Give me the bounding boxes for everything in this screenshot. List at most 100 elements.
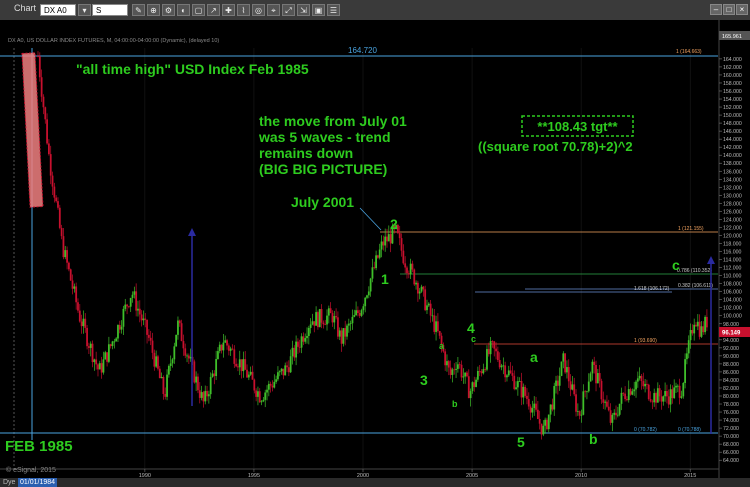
- wave-label-b1: b: [452, 399, 458, 409]
- price-axis[interactable]: 164.000 162.000 160.000 158.000 156.000 154.0…: [718, 20, 750, 478]
- price-bar: [78, 310, 81, 322]
- price-bar: [636, 378, 639, 382]
- toolbar-button-3[interactable]: ◐: [177, 4, 190, 16]
- price-bar: [320, 309, 323, 323]
- price-bar: [169, 363, 172, 366]
- price-bar: [358, 313, 361, 316]
- price-bar: [449, 367, 452, 375]
- price-bar: [587, 381, 590, 392]
- dropdown-icon[interactable]: ▾: [78, 4, 91, 16]
- price-tick-label: 128.000: [723, 201, 742, 207]
- price-bar: [164, 393, 167, 397]
- price-bar: [378, 249, 381, 258]
- price-bar: [496, 351, 499, 361]
- window-title: Chart: [14, 3, 37, 13]
- price-bar: [429, 303, 432, 316]
- status-left: Dye: [3, 479, 16, 486]
- price-bar: [418, 291, 421, 294]
- price-bar: [53, 186, 56, 198]
- price-bar: [426, 305, 428, 311]
- price-tick-label: 78.000: [723, 402, 739, 408]
- price-bar: [509, 370, 512, 374]
- price-bar: [275, 379, 278, 382]
- price-bar: [309, 324, 312, 328]
- time-labels: 1990 1995 2000 2005 2010 2015: [139, 469, 696, 478]
- price-bar: [80, 321, 83, 327]
- price-bar: [271, 385, 274, 388]
- price-bar: [444, 351, 447, 366]
- price-bar: [644, 383, 647, 387]
- maximize-icon[interactable]: □: [723, 4, 735, 15]
- toolbar-button-7[interactable]: ⌇: [237, 4, 250, 16]
- price-bar: [107, 344, 110, 362]
- price-bar: [451, 369, 454, 375]
- price-chart[interactable]: DX A0, US DOLLAR INDEX FUTURES, M, 04:00…: [0, 20, 750, 478]
- price-tick-label: 152.000: [723, 105, 742, 111]
- interval-input[interactable]: S: [92, 4, 128, 16]
- price-bar: [695, 324, 697, 327]
- price-bar: [322, 322, 325, 325]
- price-bar: [351, 316, 354, 324]
- toolbar-button-5[interactable]: ↗: [207, 4, 220, 16]
- toolbar-button-1[interactable]: ⊕: [147, 4, 160, 16]
- level-right-label-106a: 0.382 (106.611): [678, 283, 713, 289]
- price-bar: [209, 377, 212, 395]
- price-bar: [575, 394, 577, 412]
- symbol-input[interactable]: DX A0: [40, 4, 76, 16]
- price-bar: [113, 341, 116, 343]
- toolbar-button-11[interactable]: ⇲: [297, 4, 310, 16]
- price-tick-label: 76.000: [723, 410, 739, 416]
- price-bar: [611, 414, 614, 423]
- price-bar: [260, 401, 263, 403]
- minimize-icon[interactable]: –: [710, 4, 722, 15]
- price-bar: [155, 356, 158, 367]
- price-bar: [102, 359, 105, 373]
- price-tick-label: 80.000: [723, 394, 739, 400]
- price-bar: [202, 392, 205, 402]
- toolbar-button-12[interactable]: ▣: [312, 4, 325, 16]
- price-bar: [602, 399, 605, 403]
- price-bar: [655, 393, 657, 403]
- price-bar: [246, 369, 248, 378]
- price-bar: [640, 375, 643, 382]
- toolbar-button-2[interactable]: ⚙: [162, 4, 175, 16]
- time-axis[interactable]: 1990 1995 2000 2005 2010 2015: [0, 468, 719, 478]
- price-bar: [615, 412, 617, 416]
- price-bar: [482, 369, 485, 374]
- price-bar: [380, 241, 383, 250]
- price-bar: [662, 396, 665, 402]
- price-bar: [115, 338, 118, 342]
- price-bar: [302, 336, 305, 342]
- price-bar: [562, 353, 565, 362]
- price-bar: [438, 331, 441, 336]
- price-bar: [569, 381, 572, 390]
- price-tick-label: 114.000: [723, 258, 741, 264]
- price-bar: [580, 414, 583, 416]
- price-bar: [582, 391, 585, 415]
- price-bar: [129, 298, 132, 307]
- wave-label-c2: c: [672, 257, 680, 273]
- price-bar: [542, 425, 545, 435]
- price-bar: [375, 255, 377, 269]
- target-label: **108.43 tgt**: [537, 119, 618, 134]
- annotation-line-3: remains down: [259, 145, 353, 161]
- toolbar-button-10[interactable]: ⤢: [282, 4, 295, 16]
- toolbar-button-6[interactable]: ✚: [222, 4, 235, 16]
- toolbar-button-9[interactable]: ⌖: [267, 4, 280, 16]
- wave-label-a1: a: [439, 341, 445, 351]
- toolbar-button-0[interactable]: ✎: [132, 4, 145, 16]
- price-bar: [111, 341, 114, 347]
- price-bar: [222, 342, 225, 351]
- toolbar-button-8[interactable]: ◎: [252, 4, 265, 16]
- price-bar: [357, 310, 359, 314]
- price-tick-label: 74.000: [723, 418, 739, 424]
- time-tick-label: 1995: [248, 473, 260, 478]
- toolbar-button-13[interactable]: ☰: [327, 4, 340, 16]
- price-bar: [315, 312, 318, 326]
- toolbar-button-4[interactable]: ▢: [192, 4, 205, 16]
- price-tick-label: 122.000: [723, 225, 742, 231]
- close-icon[interactable]: ×: [736, 4, 748, 15]
- price-bar: [536, 409, 539, 419]
- price-tick-label: 70.000: [723, 434, 739, 440]
- price-bar: [362, 306, 365, 311]
